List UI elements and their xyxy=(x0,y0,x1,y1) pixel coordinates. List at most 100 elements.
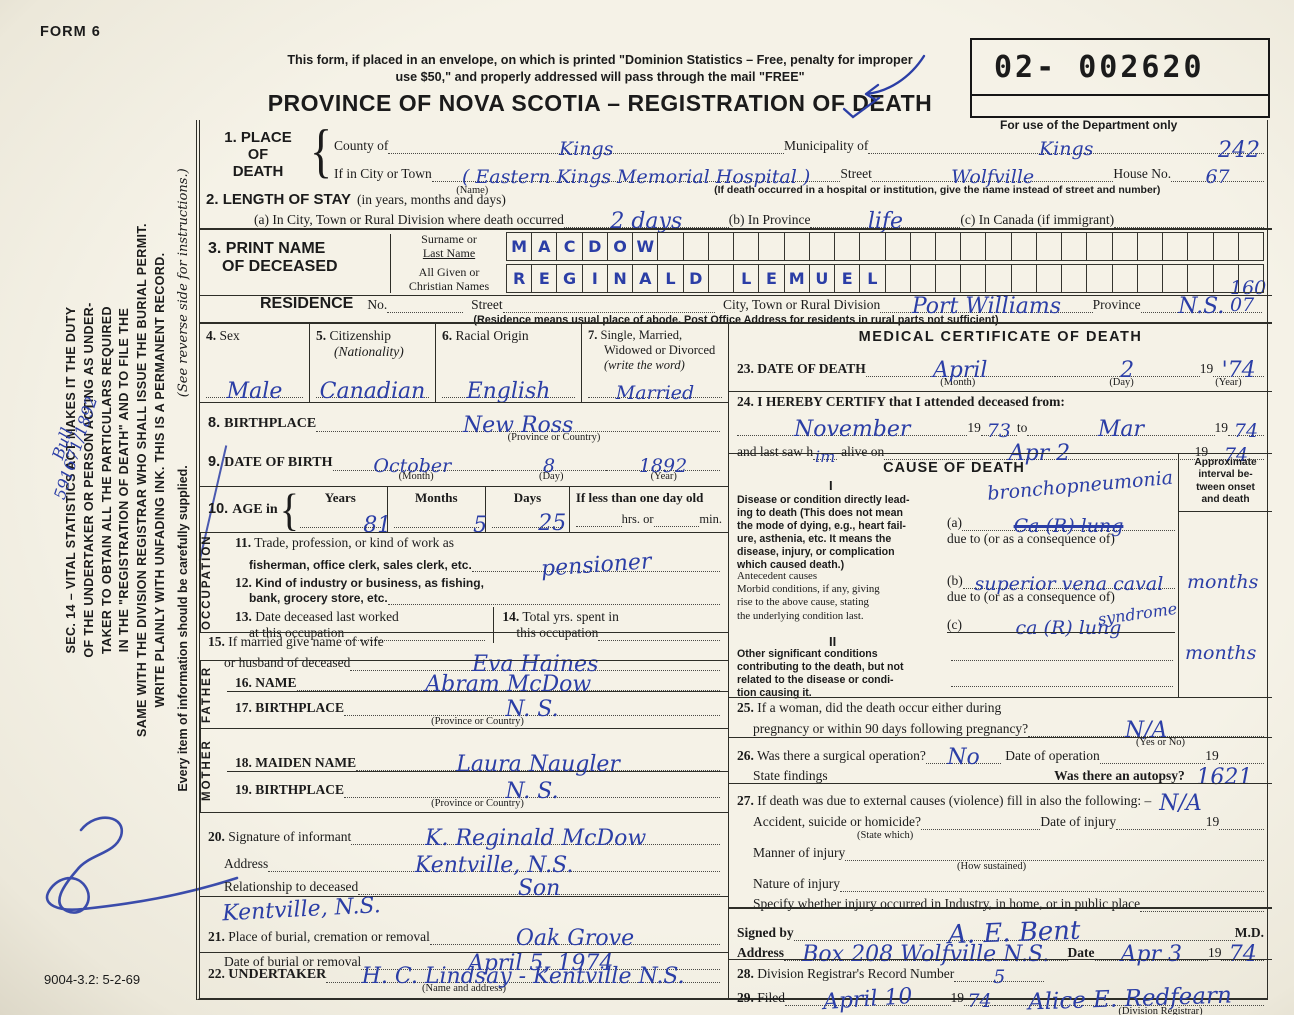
city-town-label: If in City or Town xyxy=(334,166,432,181)
stay-b-label: (b) In Province xyxy=(728,212,811,227)
dob-year-line: 1892 xyxy=(606,453,720,475)
maiden-name-label: MAIDEN NAME xyxy=(255,755,357,770)
city-town-value: ( Eastern Kings Memorial Hospital ) xyxy=(461,165,811,188)
field-number: 19. xyxy=(235,782,252,797)
pen-checkmark xyxy=(842,96,881,119)
external-causes-label: If death was due to external causes (vio… xyxy=(757,793,1152,808)
residence-no-line xyxy=(387,308,464,313)
year-prefix: 19 xyxy=(967,420,981,435)
surname-grid-cell: D xyxy=(582,232,608,261)
field-number: 9. xyxy=(208,454,221,470)
occupation-vertical-label: OCCUPATION xyxy=(200,533,227,632)
death-month-sub: (Month) xyxy=(940,377,976,388)
filed-date-value: April 10 xyxy=(822,984,914,1015)
surname-grid-cell: O xyxy=(607,232,634,261)
field-signed-by: Signed by A. E. Bent M.D. Address Box 20… xyxy=(729,907,1272,966)
given-grid-cell xyxy=(1087,264,1113,293)
sidebar-statute-line: SAME WITH THE DIVISION REGISTRAR WHO SHA… xyxy=(135,223,149,737)
trade-label-2: fisherman, office clerk, sales clerk, et… xyxy=(249,557,472,572)
county-value: Kings xyxy=(558,137,614,160)
antecedent-line: the underlying condition last. xyxy=(737,609,864,622)
pen-checkmark xyxy=(864,54,926,102)
field-number: 22. xyxy=(208,966,225,981)
surname-label-1: Surname or xyxy=(421,232,477,246)
marital-label-2: Widowed or Divorced xyxy=(604,343,716,357)
relationship-label: Relationship to deceased xyxy=(224,879,359,894)
surname-grid-cell xyxy=(1087,232,1113,261)
operation-date-label: Date of operation xyxy=(1005,748,1100,763)
citizenship-label: Citizenship xyxy=(329,328,392,343)
attended-from-line: November xyxy=(737,415,968,441)
street-sub-label: (If death occurred in a hospital or inst… xyxy=(714,184,1161,196)
cause-lead-line: Disease or condition directly lead- xyxy=(737,494,910,506)
age-days-cell: Days 25 xyxy=(486,487,570,534)
left-column: 4. Sex Male 5. Citizenship (Nationality)… xyxy=(200,322,728,1002)
brace: { xyxy=(310,117,333,184)
cause-lead-line: the mode of dying, e.g., heart fail- xyxy=(737,519,906,532)
dept-number-value: 242 xyxy=(1218,137,1261,163)
pregnancy-label-2: pregnancy or within 90 days following pr… xyxy=(753,720,1029,736)
birthplace-line: New Ross xyxy=(316,411,720,437)
given-grid-cell: L xyxy=(860,264,886,293)
burial-date-label: Date of burial or removal xyxy=(224,953,362,969)
given-grid-cell: U xyxy=(809,264,836,293)
father-name-label: NAME xyxy=(255,675,297,690)
father-birthplace-sub: (Province or Country) xyxy=(431,716,524,727)
stay-c-line xyxy=(1114,223,1264,228)
surname-grid-cell xyxy=(1213,232,1239,261)
field-number: 4. xyxy=(206,328,217,343)
house-no-line: 67 xyxy=(1171,164,1264,186)
field-number: 15. xyxy=(208,634,225,649)
given-grid-cell xyxy=(1213,264,1239,293)
physician-address-value: Box 208 Wolfville N.S. xyxy=(802,942,1050,968)
field-number: 25. xyxy=(737,700,754,715)
signed-date-line: Apr 3 xyxy=(1094,940,1208,966)
page-title: PROVINCE OF NOVA SCOTIA – REGISTRATION O… xyxy=(267,90,933,116)
sidebar-statute-line: OF THE UNDERTAKER OR PERSON ACTING AS UN… xyxy=(81,302,96,658)
given-grid-cell: I xyxy=(582,264,608,293)
autopsy-line: 1621 xyxy=(1184,763,1264,789)
field-number: 5. xyxy=(316,328,327,343)
field-external-causes: 27. If death was due to external causes … xyxy=(729,783,1272,912)
attended-to-value: Mar xyxy=(1097,417,1144,443)
sidebar-every-item-text: Every item of information should be care… xyxy=(175,465,190,792)
length-of-stay-sub: (in years, months and days) xyxy=(357,192,506,207)
md-label: M.D. xyxy=(1234,925,1264,940)
given-grid-cell xyxy=(1163,264,1189,293)
age-less-than-day-cell: If less than one day old hrs. or min. xyxy=(570,487,728,532)
field-age: 10. AGE in { Years 81 Months 5 Days 25 xyxy=(200,484,728,536)
surname-grid-cell xyxy=(885,232,911,261)
mailing-instruction-line1: This form, if placed in an envelope, on … xyxy=(287,53,913,67)
registration-number-box: 02- 002620 xyxy=(970,38,1270,118)
label-of: OF xyxy=(247,146,269,163)
given-grid-cell: R xyxy=(506,264,533,293)
residence-city-line: Port Williams xyxy=(880,292,1093,318)
surname-grid-cell xyxy=(658,232,684,261)
death-year-value: '74 xyxy=(1221,358,1256,384)
given-grid-cell xyxy=(961,264,987,293)
occupation-block: OCCUPATION 11. Trade, profession, or kin… xyxy=(200,532,728,643)
year-prefix: 19 xyxy=(1205,814,1220,829)
field-industry: 12. Kind of industry or business, as fis… xyxy=(227,573,728,607)
mailing-instruction: This form, if placed in an envelope, on … xyxy=(240,52,960,86)
spouse-value: Eva Haines xyxy=(471,652,599,677)
cause-a-label: (a) xyxy=(947,515,962,531)
given-grid-cell xyxy=(708,264,735,293)
city-town-line: ( Eastern Kings Memorial Hospital ) xyxy=(431,164,841,186)
field-number: 13. xyxy=(235,609,252,624)
street-line: Wolfville xyxy=(871,164,1114,186)
manner-line xyxy=(845,856,1264,861)
ink-flourish xyxy=(45,816,239,914)
burial-date-line: April 5, 1974 xyxy=(361,949,720,974)
cause-b-label: (b) xyxy=(947,573,963,589)
marital-label-1: Single, Married, xyxy=(600,328,683,342)
label-of-deceased: OF DECEASED xyxy=(222,258,338,275)
cause-of-death-title: CAUSE OF DEATH xyxy=(883,460,1025,476)
interval-header-line: interval be- xyxy=(1198,469,1253,481)
operation-date-line xyxy=(1099,759,1206,764)
antecedent-text: Antecedent causes Morbid conditions, if a… xyxy=(737,570,945,623)
signed-date-label: Date xyxy=(1067,945,1095,960)
residence-province-line: N.S. xyxy=(1140,292,1262,318)
county-line: Kings xyxy=(388,136,785,158)
father-vertical-label: FATHER xyxy=(200,661,227,728)
